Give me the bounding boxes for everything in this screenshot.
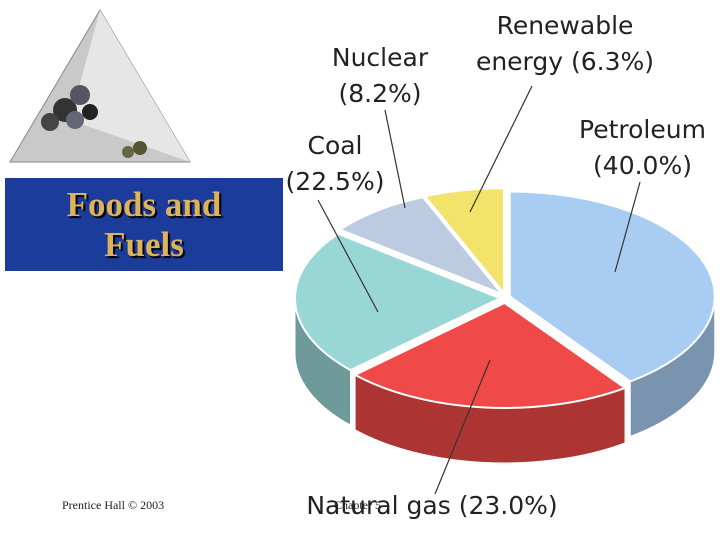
leader-line <box>469 85 533 213</box>
value-label: (23.0%) <box>458 491 558 520</box>
category-label: Coal <box>307 131 363 160</box>
category-label: Petroleum <box>579 115 706 144</box>
slice-label: Petroleum (40.0%) <box>560 112 720 184</box>
logo <box>9 9 191 163</box>
leader-line <box>384 109 406 209</box>
value-label: (8.2%) <box>338 79 422 108</box>
leader-line <box>614 181 641 273</box>
category-label: Renewable energy <box>475 11 634 76</box>
slice <box>294 232 503 372</box>
value-label: (40.0%) <box>593 151 692 180</box>
slice-label: Coal (22.5%) <box>280 128 390 200</box>
category-label: Natural gas <box>306 491 451 520</box>
slice <box>423 187 506 296</box>
slide-title: Foods and Fuels <box>66 184 222 264</box>
slice <box>508 190 716 383</box>
leader-line <box>317 199 379 313</box>
category-label: Nuclear <box>331 43 429 72</box>
value-label: (6.3%) <box>571 47 655 76</box>
slice-label: Nuclear (8.2%) <box>310 40 450 112</box>
leader-line <box>434 359 491 495</box>
slice-label: Renewable energy (6.3%) <box>460 8 670 80</box>
slice-label: Natural gas (23.0%) <box>272 488 592 524</box>
slice <box>352 301 628 409</box>
chapter: Chapter 5 <box>334 498 381 512</box>
value-label: (22.5%) <box>285 167 385 196</box>
footer: Prentice Hall © 2003 <box>62 498 165 512</box>
title-box: Foods and Fuels <box>5 178 283 271</box>
slice <box>337 196 506 297</box>
